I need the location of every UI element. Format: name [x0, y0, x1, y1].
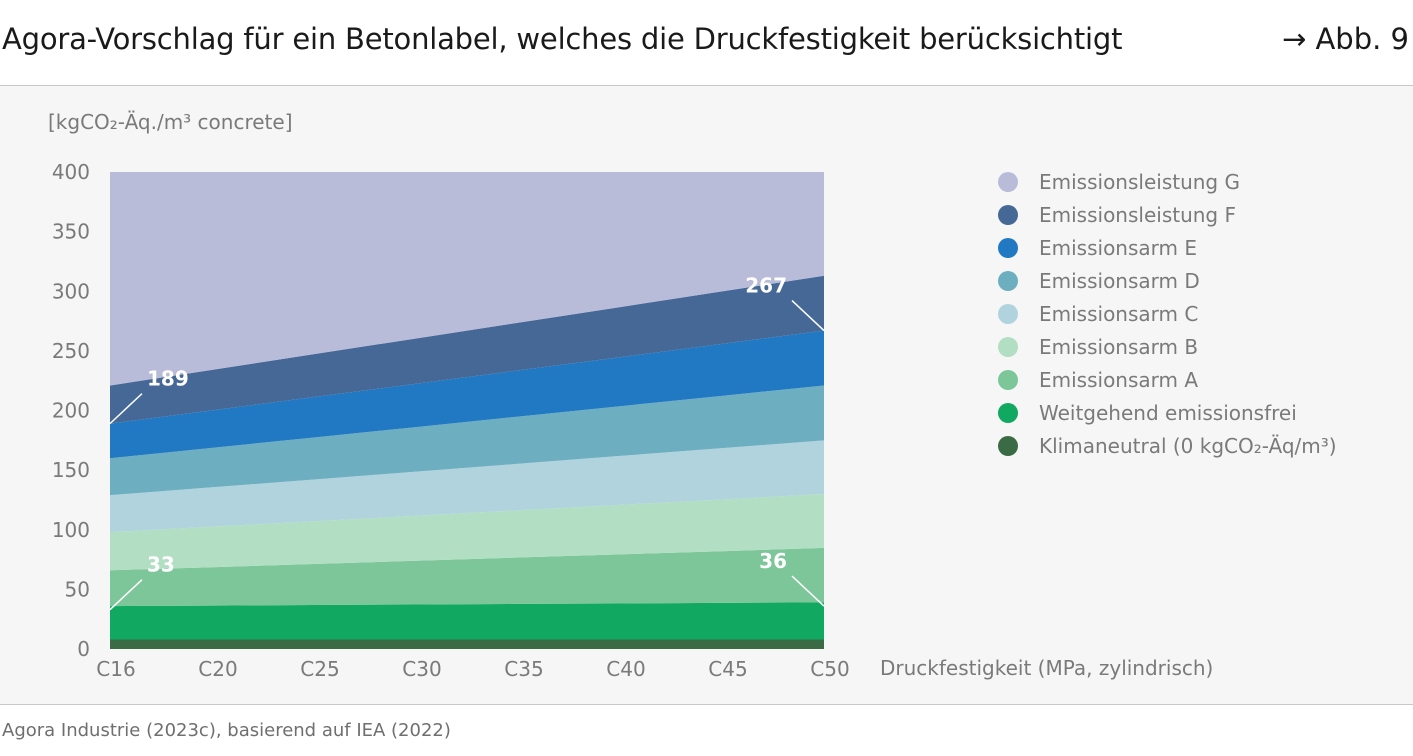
legend-swatch [998, 304, 1018, 324]
legend-swatch [998, 238, 1018, 258]
x-tick-label: C30 [402, 657, 441, 681]
area-emissionsleistung-f [110, 275, 824, 424]
legend-item-emissionsarm-d: Emissionsarm D [1039, 269, 1200, 293]
legend-item-weitgehend-emissionsfrei: Weitgehend emissionsfrei [1039, 401, 1297, 425]
annotation-leader-line [109, 393, 143, 425]
x-tick-label: C45 [708, 657, 747, 681]
y-tick-label: 100 [52, 518, 90, 542]
annotation-leader-line [109, 579, 143, 611]
legend-swatch [998, 172, 1018, 192]
legend-item-emissionsleistung-f: Emissionsleistung F [1039, 203, 1236, 227]
y-axis-ticks: 0 50 100 150 200 250 300 350 400 [52, 160, 90, 661]
figure-reference: → Abb. 9 [1281, 22, 1409, 56]
area-emissionsarm-b [110, 493, 824, 571]
source-note: Agora Industrie (2023c), basierend auf I… [2, 720, 451, 741]
y-tick-label: 50 [65, 577, 90, 601]
y-axis-label: [kgCO₂-Äq./m³ concrete] [48, 110, 293, 134]
y-tick-label: 0 [77, 637, 90, 661]
legend-swatch [998, 436, 1018, 456]
legend-swatch [998, 370, 1018, 390]
legend-swatch [998, 403, 1018, 423]
y-tick-label: 150 [52, 458, 90, 482]
x-tick-label: C16 [96, 657, 135, 681]
area-klimaneutral-0-kgco-q-m [110, 639, 824, 649]
x-tick-label: C20 [198, 657, 237, 681]
legend-swatch [998, 205, 1018, 225]
x-tick-label: C50 [810, 657, 849, 681]
area-weitgehend-emissionsfrei [110, 602, 824, 640]
legend-item-emissionsarm-c: Emissionsarm C [1039, 302, 1198, 326]
area-emissionsarm-e [110, 330, 824, 459]
y-tick-label: 300 [52, 279, 90, 303]
legend-item-emissionsleistung-g: Emissionsleistung G [1039, 170, 1240, 194]
figure-title: Agora-Vorschlag für ein Betonlabel, welc… [2, 22, 1123, 56]
area-emissionsarm-a [110, 547, 824, 607]
y-tick-label: 200 [52, 399, 90, 423]
annotation-leader-line [791, 575, 825, 607]
annotation-label: 33 [147, 553, 175, 577]
value-annotations: 189 33 267 36 [109, 274, 825, 611]
y-tick-label: 350 [52, 220, 90, 244]
x-tick-label: C40 [606, 657, 645, 681]
x-axis-label: Druckfestigkeit (MPa, zylindrisch) [880, 656, 1213, 680]
annotation-label: 189 [147, 367, 189, 391]
stacked-areas [110, 172, 824, 649]
legend-swatch [998, 271, 1018, 291]
y-tick-label: 250 [52, 339, 90, 363]
area-emissionsarm-c [110, 440, 824, 533]
legend-item-klimaneutral-0-kgco-q-m: Klimaneutral (0 kgCO₂-Äq/m³) [1039, 434, 1337, 458]
annotation-leader-line [791, 300, 825, 332]
x-axis-ticks: C16 C20 C25 C30 C35 C40 C45 C50 [96, 657, 849, 681]
y-tick-label: 400 [52, 160, 90, 184]
area-chart: [kgCO₂-Äq./m³ concrete] 0 50 100 150 200 250 3… [48, 110, 1337, 681]
annotation-label: 36 [759, 549, 787, 573]
area-emissionsarm-d [110, 385, 824, 496]
annotation-label: 267 [745, 274, 787, 298]
legend-swatch [998, 337, 1018, 357]
x-tick-label: C25 [300, 657, 339, 681]
legend-item-emissionsarm-e: Emissionsarm E [1039, 236, 1197, 260]
area-emissionsleistung-g [110, 172, 824, 386]
legend-item-emissionsarm-b: Emissionsarm B [1039, 335, 1198, 359]
chart-panel: [kgCO₂-Äq./m³ concrete] 0 50 100 150 200 250 3… [0, 86, 1413, 705]
legend: Emissionsleistung G Emissionsleistung F Em… [998, 170, 1337, 458]
legend-item-emissionsarm-a: Emissionsarm A [1039, 368, 1198, 392]
x-tick-label: C35 [504, 657, 543, 681]
figure-header: Agora-Vorschlag für ein Betonlabel, welc… [0, 0, 1413, 86]
